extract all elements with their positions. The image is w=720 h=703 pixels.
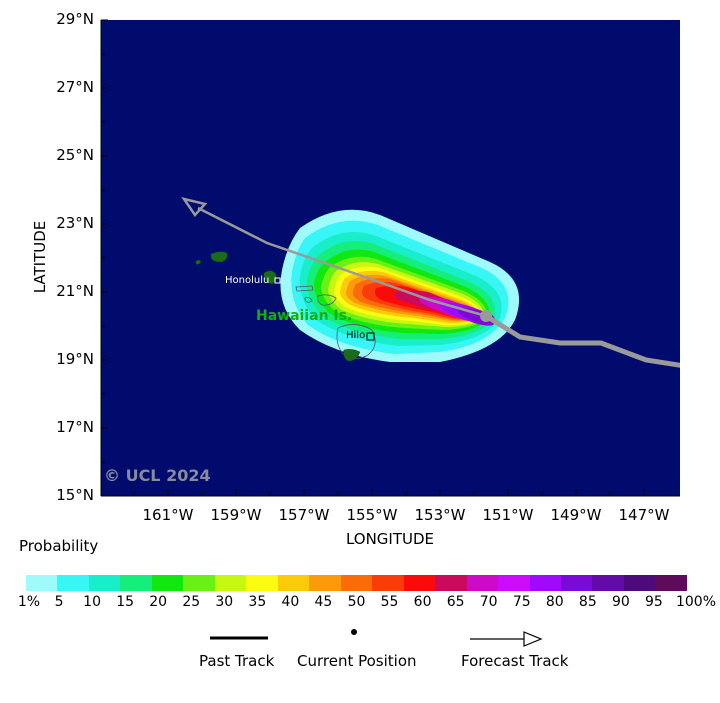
y-tick-label: 29°N — [56, 10, 94, 28]
island-maui — [317, 294, 337, 306]
colorbar-swatch — [498, 575, 530, 591]
colorbar-swatch — [340, 575, 373, 591]
colorbar-label: 90 — [611, 594, 630, 610]
y-tick-label: 25°N — [56, 146, 94, 164]
current-position-key-label: Current Position — [297, 652, 417, 670]
island-hawaii-south — [343, 349, 361, 362]
forecast-arrow-head — [181, 197, 208, 218]
track-key-symbols — [210, 629, 543, 647]
current-position-key-dot — [351, 629, 357, 635]
colorbar-label: 30 — [215, 594, 234, 610]
colorbar-swatch — [88, 575, 121, 591]
colorbar-label: 50 — [347, 594, 366, 610]
colorbar-label: 60 — [413, 594, 432, 610]
colorbar-swatch — [623, 575, 656, 591]
x-tick-label: 159°W — [210, 506, 262, 524]
colorbar-swatch — [403, 575, 436, 591]
x-tick-label: 149°W — [550, 506, 602, 524]
colorbar-swatch — [560, 575, 593, 591]
x-tick-label: 147°W — [618, 506, 670, 524]
colorbar-label: 65 — [446, 594, 465, 610]
honolulu-marker — [274, 277, 281, 284]
axes — [100, 19, 680, 497]
colorbar-swatch — [246, 575, 278, 591]
colorbar-label: 35 — [248, 594, 267, 610]
x-tick-label: 151°W — [482, 506, 534, 524]
colorbar-swatch — [120, 575, 152, 591]
place-label-hawaiian-islands: Hawaiian Is. — [256, 308, 353, 324]
colorbar-label: 75 — [512, 594, 531, 610]
y-tick-label: 23°N — [56, 214, 94, 232]
current-position-marker — [480, 310, 492, 322]
island-lanai — [304, 297, 313, 303]
colorbar-label: 45 — [314, 594, 333, 610]
island-kauai — [210, 251, 228, 263]
island-niihau — [195, 259, 202, 265]
y-tick-label: 27°N — [56, 78, 94, 96]
colorbar-label: 20 — [149, 594, 168, 610]
forecast-track-line — [197, 206, 487, 318]
x-tick-label: 161°W — [142, 506, 194, 524]
hawaiian-islands — [195, 251, 376, 362]
x-tick-label: 155°W — [346, 506, 398, 524]
colorbar-swatch — [592, 575, 624, 591]
place-label-hilo: Hilo — [346, 330, 366, 341]
colorbar-swatch — [151, 575, 184, 591]
storm-track — [181, 197, 680, 368]
x-tick-label: 153°W — [414, 506, 466, 524]
past-track-line — [484, 313, 680, 368]
colorbar-label: 100% — [675, 594, 717, 610]
colorbar-swatch — [655, 575, 687, 591]
colorbar-label: 15 — [116, 594, 135, 610]
y-ticks — [101, 19, 108, 463]
forecast-track-key-label: Forecast Track — [461, 652, 569, 670]
colorbar-label: 80 — [545, 594, 564, 610]
island-hawaii — [336, 324, 376, 360]
colorbar-label: 70 — [479, 594, 498, 610]
colorbar-swatch — [57, 575, 89, 591]
forecast-track-key-arrow — [523, 631, 543, 647]
legend-title: Probability — [19, 537, 99, 555]
colorbar-label: 85 — [578, 594, 597, 610]
colorbar-swatch — [183, 575, 215, 591]
colorbar-swatch — [435, 575, 467, 591]
colorbar-swatch — [214, 575, 247, 591]
probability-colorbar — [26, 575, 687, 591]
colorbar-label: 40 — [281, 594, 300, 610]
colorbar-label: 25 — [182, 594, 201, 610]
colorbar-swatch — [309, 575, 341, 591]
colorbar-label: 95 — [645, 594, 663, 610]
colorbar-swatch — [277, 575, 310, 591]
past-track-key-label: Past Track — [199, 652, 275, 670]
y-tick-label: 15°N — [56, 486, 94, 504]
colorbar-swatch — [26, 575, 58, 591]
colorbar-swatch — [372, 575, 404, 591]
x-tick-label: 157°W — [278, 506, 330, 524]
colorbar-label: 1% — [17, 594, 41, 610]
y-axis-title: LATITUDE — [31, 220, 49, 294]
colorbar-label: 5 — [54, 594, 64, 610]
colorbar-label: 55 — [380, 594, 399, 610]
y-tick-label: 17°N — [56, 418, 94, 436]
island-oahu — [263, 270, 277, 285]
x-axis-title: LONGITUDE — [345, 530, 435, 548]
copyright-watermark: © UCL 2024 — [104, 466, 211, 485]
y-tick-label: 21°N — [56, 282, 94, 300]
colorbar-labels: 1% 5 10 15 20 25 30 35 40 45 50 55 60 65 70 75 80 85 90 95 1… — [0, 594, 720, 614]
y-tick-label: 19°N — [56, 350, 94, 368]
colorbar-swatch — [466, 575, 499, 591]
island-molokai — [295, 285, 314, 292]
hilo-marker — [366, 332, 375, 341]
colorbar-swatch — [529, 575, 561, 591]
x-ticks — [133, 489, 645, 496]
colorbar-label: 10 — [83, 594, 102, 610]
place-label-honolulu: Honolulu — [225, 275, 270, 286]
map-chart — [100, 19, 680, 497]
